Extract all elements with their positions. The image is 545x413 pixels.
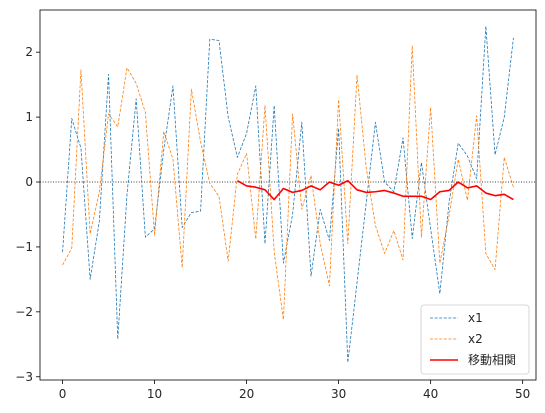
y-tick-label: 2 xyxy=(25,45,33,59)
y-tick-label: 1 xyxy=(25,110,33,124)
y-tick-label: −2 xyxy=(15,305,33,319)
x-tick-label: 10 xyxy=(147,387,162,401)
legend-label-0: x1 xyxy=(468,311,483,325)
legend-label-2: 移動相関 xyxy=(468,353,516,367)
series-line-1 xyxy=(62,45,514,321)
plot-frame xyxy=(39,9,537,381)
legend-label-1: x2 xyxy=(468,332,483,346)
series-line-0 xyxy=(62,25,514,363)
legend: x1 x2 移動相関 xyxy=(420,304,530,375)
x-tick-label: 50 xyxy=(515,387,530,401)
y-tick-label: 0 xyxy=(25,175,33,189)
series-layer xyxy=(62,25,514,363)
y-tick-label: −1 xyxy=(15,240,33,254)
y-axis-ticks: −3 −2 −1 0 1 2 xyxy=(15,45,40,384)
x-tick-label: 40 xyxy=(423,387,438,401)
x-axis-ticks: 0 10 20 30 40 50 xyxy=(59,380,530,401)
x-tick-label: 30 xyxy=(331,387,346,401)
legend-box xyxy=(420,304,530,375)
series-line-2 xyxy=(236,179,514,201)
x-tick-label: 20 xyxy=(239,387,254,401)
x-tick-label: 0 xyxy=(59,387,67,401)
y-tick-label: −3 xyxy=(15,370,33,384)
